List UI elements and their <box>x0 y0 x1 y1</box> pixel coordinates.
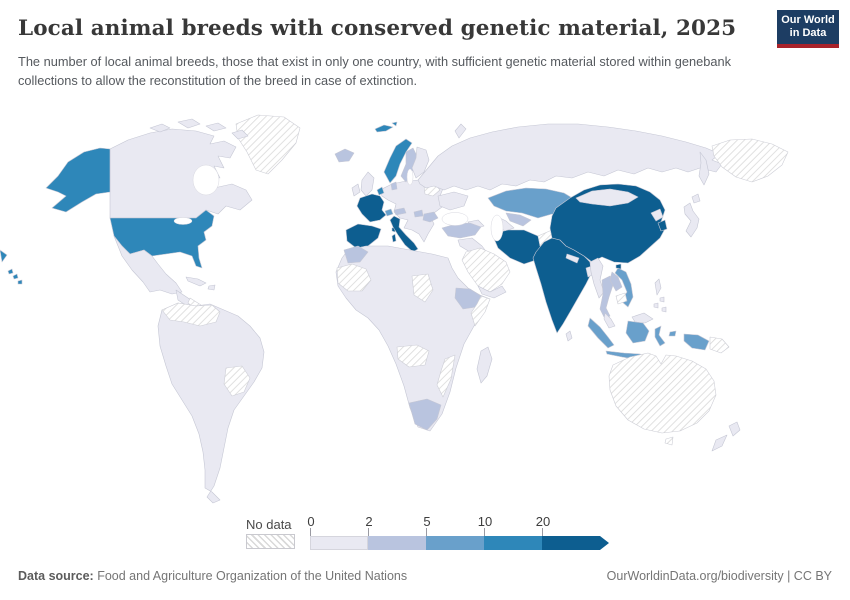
owid-logo[interactable]: Our World in Data <box>777 10 839 48</box>
country-madagascar[interactable] <box>476 346 493 384</box>
legend-tick-20: 20 <box>535 514 551 529</box>
owid-link[interactable]: OurWorldinData.org/biodiversity <box>606 569 784 583</box>
country-mongolia[interactable] <box>575 188 639 207</box>
country-myanmar[interactable] <box>589 257 605 299</box>
legend-tickmark <box>368 528 369 536</box>
legend-no-data-label: No data <box>246 517 292 532</box>
country-laos[interactable] <box>609 271 623 292</box>
country-norway[interactable] <box>383 138 413 184</box>
map-legend: No data 0 2 5 10 20 <box>0 512 850 556</box>
footer-separator: | <box>783 569 794 583</box>
chart-subtitle: The number of local animal breeds, those… <box>18 54 731 89</box>
legend-no-data-swatch[interactable] <box>246 534 295 549</box>
baltic-sea <box>406 168 414 186</box>
country-romania[interactable] <box>422 211 439 223</box>
territory-svalbard[interactable] <box>374 121 398 133</box>
country-chad[interactable] <box>411 273 434 303</box>
region-russia-far-east[interactable] <box>711 138 789 183</box>
legend-tickmark <box>426 528 427 536</box>
legend-tickmark <box>484 528 485 536</box>
black-sea <box>441 212 469 226</box>
country-australia[interactable] <box>608 352 717 446</box>
region-mauritania-mali[interactable] <box>336 263 372 292</box>
great-lakes <box>173 217 193 225</box>
legend-swatch-20plus[interactable] <box>542 536 600 550</box>
country-mexico[interactable] <box>113 235 183 295</box>
country-usa-alaska[interactable] <box>45 147 111 213</box>
territory-kamchatka[interactable] <box>698 151 710 186</box>
region-south-america[interactable] <box>157 302 265 504</box>
country-new-zealand[interactable] <box>711 421 741 452</box>
license-link[interactable]: CC BY <box>793 569 832 583</box>
region-bolivia-paraguay[interactable] <box>223 365 251 397</box>
legend-tick-5: 5 <box>423 514 431 529</box>
legend-swatch-5-10[interactable] <box>426 536 484 550</box>
country-cuba[interactable] <box>185 276 216 291</box>
country-hungary[interactable] <box>413 209 424 218</box>
country-usa-hawaii[interactable] <box>7 268 23 285</box>
region-mozambique-zimbabwe[interactable] <box>436 354 456 398</box>
country-netherlands[interactable] <box>376 186 385 196</box>
country-turkey[interactable] <box>441 222 482 239</box>
owid-logo-line1: Our World <box>781 14 835 27</box>
territory-novaya-zemlya[interactable] <box>454 123 467 139</box>
country-morocco[interactable] <box>343 245 369 264</box>
legend-tick-0: 0 <box>307 514 315 529</box>
page-title: Local animal breeds with conserved genet… <box>18 16 737 41</box>
country-malaysia[interactable] <box>603 312 654 329</box>
region-angola-zambia[interactable] <box>396 344 430 368</box>
legend-tickmark <box>542 528 543 536</box>
legend-tickmark <box>310 528 311 536</box>
country-switzerland[interactable] <box>384 208 394 217</box>
legend-swatch-0-2[interactable] <box>310 536 368 550</box>
country-papua-new-guinea[interactable] <box>709 336 730 354</box>
data-source-label: Data source: <box>18 569 94 583</box>
legend-swatch-10-20[interactable] <box>484 536 542 550</box>
country-denmark[interactable] <box>390 181 398 191</box>
country-nepal[interactable] <box>565 253 580 264</box>
chart-footer: Data source: Food and Agriculture Organi… <box>18 569 832 583</box>
region-africa[interactable] <box>335 245 491 432</box>
map-edge-sliver[interactable] <box>0 249 8 263</box>
country-united-kingdom[interactable] <box>360 171 375 197</box>
data-source-text: Food and Agriculture Organization of the… <box>93 569 408 583</box>
country-cambodia[interactable] <box>615 292 628 305</box>
country-north-korea[interactable] <box>650 208 664 222</box>
country-greenland[interactable] <box>235 114 301 175</box>
country-philippines[interactable] <box>653 278 667 313</box>
footer-credits: OurWorldinData.org/biodiversity | CC BY <box>607 569 832 583</box>
hudson-bay <box>192 164 220 196</box>
country-south-korea[interactable] <box>657 219 668 232</box>
country-canada-arctic-islands[interactable] <box>149 118 249 140</box>
region-venezuela-colombia[interactable] <box>161 302 221 327</box>
country-finland[interactable] <box>411 146 430 179</box>
country-vietnam[interactable] <box>614 267 634 308</box>
country-austria[interactable] <box>393 207 407 216</box>
legend-arrow-tip <box>600 536 609 550</box>
owid-logo-line2: in Data <box>789 27 827 39</box>
region-yemen-oman[interactable] <box>477 285 507 299</box>
legend-tick-10: 10 <box>477 514 493 529</box>
country-japan[interactable] <box>683 193 701 238</box>
country-china[interactable] <box>549 183 667 270</box>
country-russia[interactable] <box>417 123 723 191</box>
country-south-africa[interactable] <box>408 398 442 431</box>
legend-swatch-2-5[interactable] <box>368 536 426 550</box>
country-canada[interactable] <box>109 128 253 219</box>
caspian-sea <box>490 214 504 242</box>
legend-tick-2: 2 <box>365 514 373 529</box>
country-ireland[interactable] <box>351 183 361 197</box>
country-saudi-arabia[interactable] <box>461 247 511 293</box>
country-iceland[interactable] <box>334 148 355 163</box>
country-sri-lanka[interactable] <box>565 330 573 342</box>
country-uzbekistan[interactable] <box>505 212 532 227</box>
region-spain-portugal[interactable] <box>345 223 382 249</box>
country-ukraine[interactable] <box>437 191 469 211</box>
country-somalia[interactable] <box>470 295 491 327</box>
